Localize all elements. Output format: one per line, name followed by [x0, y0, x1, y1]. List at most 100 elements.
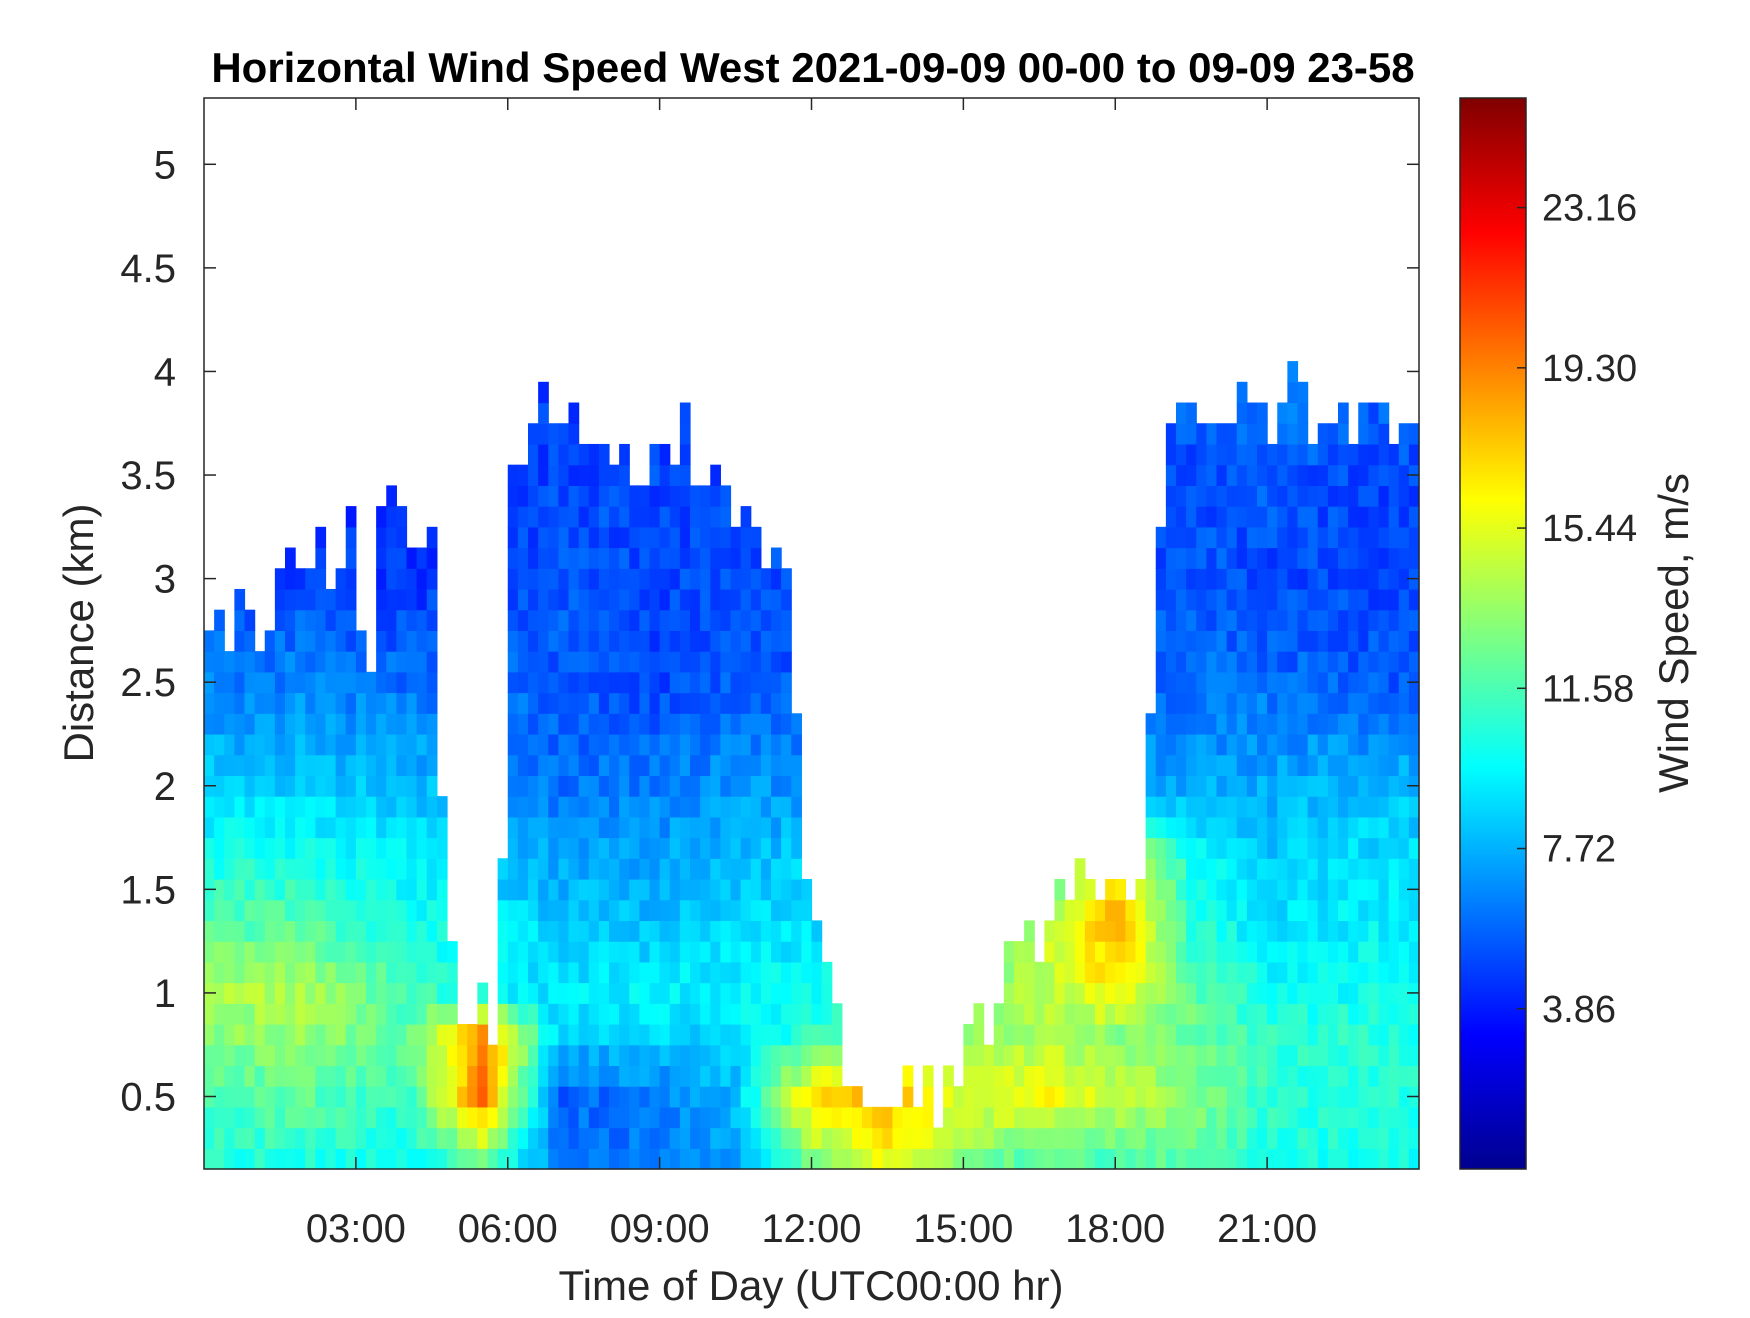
heatmap-cell	[1388, 651, 1400, 673]
heatmap-cell	[386, 651, 397, 673]
heatmap-cell	[1257, 1148, 1268, 1170]
heatmap-cell	[558, 464, 570, 486]
heatmap-cell	[598, 837, 610, 859]
heatmap-cell	[720, 1106, 732, 1129]
heatmap-cell	[507, 671, 519, 694]
heatmap-cell	[1196, 713, 1207, 735]
heatmap-cell	[821, 1086, 833, 1108]
heatmap-cell	[568, 443, 580, 466]
heatmap-cell	[1287, 402, 1299, 424]
heatmap-cell	[355, 1044, 367, 1067]
heatmap-cell	[679, 443, 691, 466]
heatmap-cell	[1176, 878, 1187, 901]
heatmap-cell	[690, 961, 701, 984]
heatmap-cell	[396, 1023, 408, 1046]
heatmap-cell	[1338, 1127, 1349, 1149]
heatmap-cell	[538, 754, 549, 777]
heatmap-cell	[1267, 1106, 1278, 1129]
heatmap-cell	[679, 920, 691, 942]
heatmap-cell	[244, 1148, 256, 1170]
heatmap-cell	[1257, 982, 1268, 1004]
heatmap-cell	[1378, 816, 1390, 839]
heatmap-cell	[1105, 1106, 1116, 1129]
heatmap-cell	[629, 651, 640, 673]
heatmap-cell	[1196, 1044, 1207, 1067]
heatmap-cell	[1054, 1023, 1066, 1046]
heatmap-cell	[1398, 1106, 1410, 1129]
heatmap-cell	[376, 1106, 387, 1129]
heatmap-cell	[1206, 1106, 1218, 1129]
heatmap-cell	[1236, 651, 1248, 673]
heatmap-cell	[295, 713, 306, 735]
heatmap-cell	[1014, 1044, 1025, 1067]
heatmap-cell	[345, 671, 357, 694]
heatmap-cell	[679, 423, 691, 445]
heatmap-cell	[568, 568, 580, 590]
heatmap-cell	[274, 941, 286, 963]
heatmap-cell	[1236, 941, 1248, 963]
heatmap-cell	[720, 1003, 732, 1025]
heatmap-cell	[285, 1127, 296, 1149]
heatmap-cell	[1297, 547, 1309, 569]
heatmap-cell	[1408, 920, 1420, 942]
heatmap-cell	[517, 961, 529, 984]
heatmap-cell	[285, 775, 296, 797]
heatmap-cell	[963, 1127, 975, 1149]
heatmap-cell	[507, 961, 519, 984]
heatmap-cell	[912, 1127, 924, 1149]
heatmap-cell	[1378, 1106, 1390, 1129]
heatmap-cell	[1307, 858, 1319, 880]
heatmap-cell	[264, 816, 276, 839]
heatmap-cell	[1125, 1065, 1137, 1087]
heatmap-cell	[639, 630, 651, 652]
heatmap-cell	[1034, 1127, 1045, 1149]
heatmap-cell	[1287, 754, 1299, 777]
heatmap-cell	[1155, 671, 1167, 694]
heatmap-cell	[1378, 899, 1390, 922]
heatmap-cell	[558, 1148, 570, 1170]
heatmap-cell	[1095, 1003, 1106, 1025]
heatmap-cell	[1014, 1065, 1025, 1087]
heatmap-cell	[1165, 692, 1177, 714]
heatmap-cell	[335, 1023, 347, 1046]
heatmap-cell	[315, 1065, 327, 1087]
heatmap-cell	[1145, 1106, 1157, 1129]
y-tick-label: 1.5	[120, 868, 176, 912]
heatmap-cell	[609, 630, 620, 652]
heatmap-cell	[1074, 899, 1086, 922]
heatmap-cell	[548, 506, 559, 528]
heatmap-cell	[963, 1065, 975, 1087]
heatmap-cell	[760, 941, 772, 963]
heatmap-cell	[700, 920, 711, 942]
heatmap-cell	[416, 733, 428, 756]
heatmap-cell	[791, 1023, 802, 1046]
heatmap-cell	[730, 982, 742, 1004]
heatmap-cell	[1317, 878, 1329, 901]
heatmap-cell	[679, 588, 691, 611]
heatmap-cell	[1246, 671, 1258, 694]
heatmap-cell	[1115, 920, 1126, 942]
heatmap-cell	[416, 837, 428, 859]
heatmap-cell	[204, 651, 215, 673]
heatmap-cell	[1095, 1106, 1106, 1129]
heatmap-cell	[1348, 941, 1359, 963]
heatmap-cell	[831, 1086, 843, 1108]
heatmap-cell	[1388, 837, 1400, 859]
heatmap-cell	[436, 1148, 448, 1170]
heatmap-cell	[588, 485, 600, 507]
heatmap-cell	[750, 1065, 762, 1087]
heatmap-cell	[801, 1044, 813, 1067]
heatmap-cell	[1388, 775, 1400, 797]
heatmap-cell	[720, 733, 732, 756]
heatmap-cell	[1388, 982, 1400, 1004]
heatmap-cell	[1034, 1106, 1045, 1129]
heatmap-cell	[669, 692, 681, 714]
heatmap-cell	[639, 754, 651, 777]
heatmap-cell	[355, 1086, 367, 1108]
heatmap-cell	[406, 651, 418, 673]
heatmap-cell	[1176, 982, 1187, 1004]
heatmap-cell	[345, 961, 357, 984]
heatmap-cell	[639, 1003, 651, 1025]
heatmap-cell	[710, 1003, 721, 1025]
heatmap-cell	[1226, 816, 1238, 839]
